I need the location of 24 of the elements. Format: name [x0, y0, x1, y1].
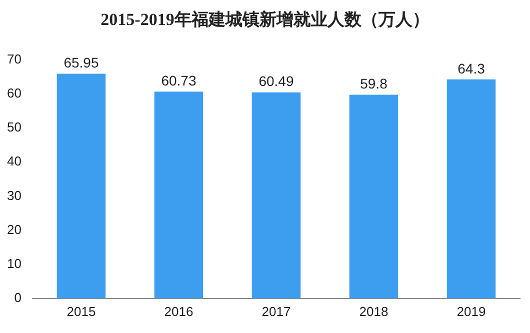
data-label: 64.3 [458, 60, 486, 76]
bar [56, 74, 106, 298]
x-tick-label: 2017 [262, 304, 291, 319]
bar [154, 92, 204, 298]
y-tick-label: 70 [6, 52, 22, 67]
y-tick-label: 0 [14, 290, 22, 305]
data-label: 60.49 [258, 73, 294, 90]
x-tick-label: 2015 [66, 304, 96, 319]
x-tick-label: 2016 [164, 304, 194, 319]
chart-title: 2015-2019年福建城镇新增就业人数（万人） [100, 9, 430, 31]
y-tick-label: 60 [6, 86, 22, 101]
data-label: 59.8 [360, 76, 388, 92]
bar [252, 92, 301, 298]
x-tick-label: 2019 [456, 304, 486, 319]
data-label: 65.95 [64, 54, 99, 71]
y-tick-label: 10 [6, 256, 22, 271]
y-tick-label: 30 [6, 188, 22, 203]
bar [349, 94, 398, 298]
bar [446, 79, 496, 298]
x-tick-label: 2018 [359, 304, 388, 319]
y-tick-label: 20 [6, 222, 22, 237]
data-label: 60.73 [161, 72, 196, 88]
y-tick-label: 50 [6, 120, 22, 135]
y-tick-label: 40 [6, 154, 22, 169]
